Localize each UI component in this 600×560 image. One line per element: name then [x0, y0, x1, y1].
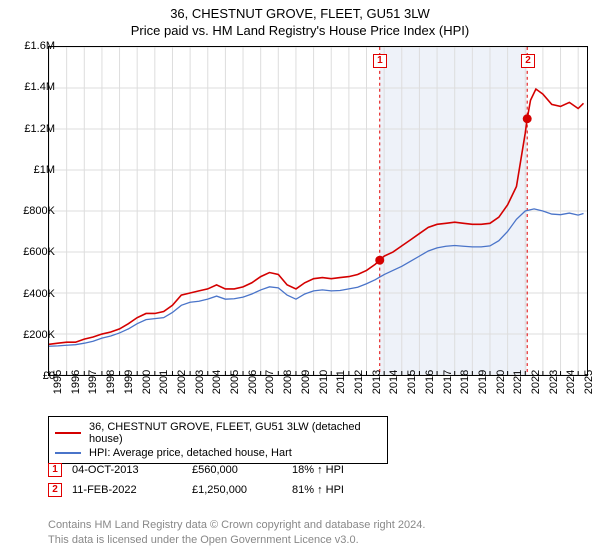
x-axis-tick-label: 2003	[194, 370, 206, 394]
y-axis-tick-label: £0	[11, 370, 55, 382]
x-axis-tick-label: 2002	[176, 370, 188, 394]
x-axis-tick-label: 2004	[211, 370, 223, 394]
x-axis-tick-label: 2021	[512, 370, 524, 394]
transaction-date: 04-OCT-2013	[72, 464, 192, 476]
transaction-marker-1: 1	[48, 463, 62, 477]
y-axis-tick-label: £1.2M	[11, 123, 55, 135]
page-title-line1: 36, CHESTNUT GROVE, FLEET, GU51 3LW	[0, 0, 600, 21]
x-axis-tick-label: 2025	[583, 370, 595, 394]
transactions-table: 1 04-OCT-2013 £560,000 18% ↑ HPI 2 11-FE…	[48, 460, 442, 500]
legend-label: HPI: Average price, detached house, Hart	[89, 447, 292, 459]
x-axis-tick-label: 2022	[530, 370, 542, 394]
x-axis-tick-label: 2015	[406, 370, 418, 394]
y-axis-tick-label: £1.4M	[11, 81, 55, 93]
x-axis-tick-label: 2024	[565, 370, 577, 394]
legend: 36, CHESTNUT GROVE, FLEET, GU51 3LW (det…	[48, 416, 388, 464]
y-axis-tick-label: £400K	[11, 288, 55, 300]
x-axis-tick-label: 2023	[548, 370, 560, 394]
x-axis-tick-label: 1999	[123, 370, 135, 394]
page-title-line2: Price paid vs. HM Land Registry's House …	[0, 21, 600, 42]
x-axis-tick-label: 2014	[388, 370, 400, 394]
x-axis-tick-label: 2016	[424, 370, 436, 394]
x-axis-tick-label: 2007	[264, 370, 276, 394]
legend-label: 36, CHESTNUT GROVE, FLEET, GU51 3LW (det…	[89, 421, 381, 445]
transaction-date: 11-FEB-2022	[72, 484, 192, 496]
y-axis-tick-label: £800K	[11, 205, 55, 217]
transaction-row: 2 11-FEB-2022 £1,250,000 81% ↑ HPI	[48, 480, 442, 500]
transaction-row: 1 04-OCT-2013 £560,000 18% ↑ HPI	[48, 460, 442, 480]
x-axis-tick-label: 1998	[105, 370, 117, 394]
transaction-price: £560,000	[192, 464, 292, 476]
x-axis-tick-label: 2000	[141, 370, 153, 394]
y-axis-tick-label: £1.6M	[11, 40, 55, 52]
chart-svg	[49, 47, 587, 375]
y-axis-tick-label: £600K	[11, 246, 55, 258]
chart-marker-1: 1	[373, 54, 387, 68]
transaction-price: £1,250,000	[192, 484, 292, 496]
footer-line2: This data is licensed under the Open Gov…	[48, 533, 425, 548]
transaction-marker-2: 2	[48, 483, 62, 497]
x-axis-tick-label: 2001	[158, 370, 170, 394]
x-axis-tick-label: 2011	[335, 370, 347, 394]
legend-swatch	[55, 432, 81, 434]
x-axis-tick-label: 2019	[477, 370, 489, 394]
x-axis-tick-label: 2018	[459, 370, 471, 394]
x-axis-tick-label: 2020	[495, 370, 507, 394]
footer-attribution: Contains HM Land Registry data © Crown c…	[48, 518, 425, 548]
footer-line1: Contains HM Land Registry data © Crown c…	[48, 518, 425, 533]
y-axis-tick-label: £200K	[11, 329, 55, 341]
chart-plot-area	[48, 46, 588, 376]
x-axis-tick-label: 2012	[353, 370, 365, 394]
x-axis-tick-label: 2013	[371, 370, 383, 394]
x-axis-tick-label: 2006	[247, 370, 259, 394]
x-axis-tick-label: 2010	[318, 370, 330, 394]
chart-marker-2: 2	[521, 54, 535, 68]
legend-row: HPI: Average price, detached house, Hart	[55, 446, 381, 460]
legend-row: 36, CHESTNUT GROVE, FLEET, GU51 3LW (det…	[55, 420, 381, 446]
x-axis-tick-label: 2005	[229, 370, 241, 394]
x-axis-tick-label: 1997	[87, 370, 99, 394]
x-axis-tick-label: 2017	[442, 370, 454, 394]
legend-swatch	[55, 452, 81, 454]
x-axis-tick-label: 1996	[70, 370, 82, 394]
x-axis-tick-label: 2009	[300, 370, 312, 394]
y-axis-tick-label: £1M	[11, 164, 55, 176]
transaction-hpi: 81% ↑ HPI	[292, 484, 442, 496]
transaction-hpi: 18% ↑ HPI	[292, 464, 442, 476]
x-axis-tick-label: 1995	[52, 370, 64, 394]
x-axis-tick-label: 2008	[282, 370, 294, 394]
